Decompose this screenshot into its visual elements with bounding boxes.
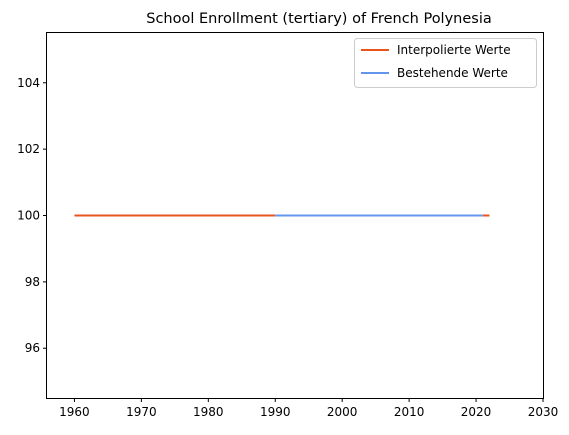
x-tick-label: 2010: [394, 405, 425, 419]
legend-label-interpolated: Interpolierte Werte: [397, 43, 511, 57]
x-tick-label: 2020: [461, 405, 492, 419]
legend-box: [354, 38, 537, 88]
legend: Interpolierte Werte Bestehende Werte: [354, 38, 537, 88]
y-tick-label: 96: [25, 341, 40, 355]
x-tick-label: 1990: [260, 405, 291, 419]
chart-title: School Enrollment (tertiary) of French P…: [146, 11, 492, 27]
x-tick-label: 1980: [193, 405, 224, 419]
x-tick-label: 1970: [126, 405, 157, 419]
x-tick-label: 1960: [59, 405, 90, 419]
y-axis: 96 98 100 102 104: [17, 76, 47, 355]
y-tick-label: 102: [17, 142, 40, 156]
x-tick-label: 2030: [528, 405, 559, 419]
y-tick-label: 104: [17, 76, 40, 90]
y-tick-label: 98: [25, 275, 40, 289]
y-tick-label: 100: [17, 209, 40, 223]
x-axis: 1960 1970 1980 1990 2000 2010 2020 2030: [59, 398, 558, 419]
x-tick-label: 2000: [327, 405, 358, 419]
legend-label-existing: Bestehende Werte: [397, 66, 508, 80]
